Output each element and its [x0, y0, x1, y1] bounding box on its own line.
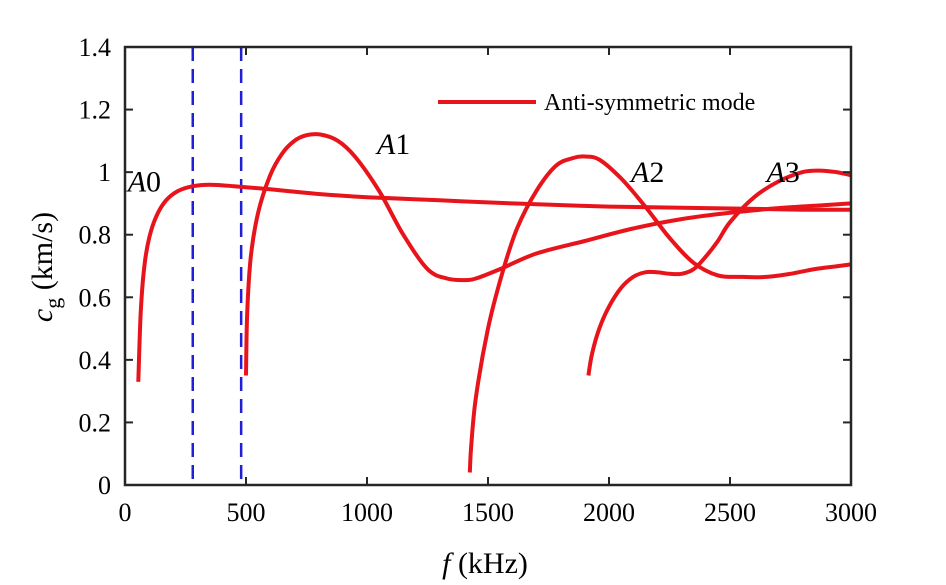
series-line-a3: [586, 168, 852, 376]
x-axis-label: f (kHz): [442, 547, 528, 580]
x-tick-label: 1000: [341, 498, 393, 527]
series-line-a0: [136, 182, 852, 382]
tick-labels: 0 500 1000 1500 2000 2500 3000 0 0.2 0.4 0.6 0.8 1 1.…: [79, 33, 878, 527]
y-tick-label: 0.8: [79, 221, 112, 250]
y-tick-label: 0.6: [79, 283, 112, 312]
y-tick-label: 0.2: [79, 408, 112, 437]
x-tick-label: 1500: [462, 498, 514, 527]
y-tick-label: 1: [98, 158, 111, 187]
series-line-a2: [467, 154, 852, 473]
y-axis-label: cg (km/s): [26, 212, 65, 322]
x-tick-label: 0: [119, 498, 132, 527]
y-tick-label: 1.4: [79, 33, 112, 62]
series-layer: [136, 132, 852, 473]
x-tick-label: 2000: [583, 498, 635, 527]
x-tick-label: 500: [227, 498, 266, 527]
y-tick-label: 0: [98, 471, 111, 500]
y-tick-label: 0.4: [79, 346, 112, 375]
mode-label-a1: A1: [375, 128, 410, 161]
mode-label-a2: A2: [629, 156, 664, 189]
reference-lines: [191, 47, 243, 485]
legend: Anti-symmetric mode: [438, 90, 755, 116]
legend-label-anti-symmetric: Anti-symmetric mode: [544, 90, 755, 116]
mode-label-a0: A0: [126, 166, 161, 199]
axis-ticks: [124, 46, 852, 486]
x-tick-label: 3000: [825, 498, 877, 527]
mode-labels: A0 A1 A2 A3: [126, 128, 800, 199]
series-line-a1: [244, 132, 852, 376]
y-tick-label: 1.2: [79, 96, 112, 125]
x-tick-label: 2500: [704, 498, 756, 527]
mode-label-a3: A3: [765, 156, 800, 189]
